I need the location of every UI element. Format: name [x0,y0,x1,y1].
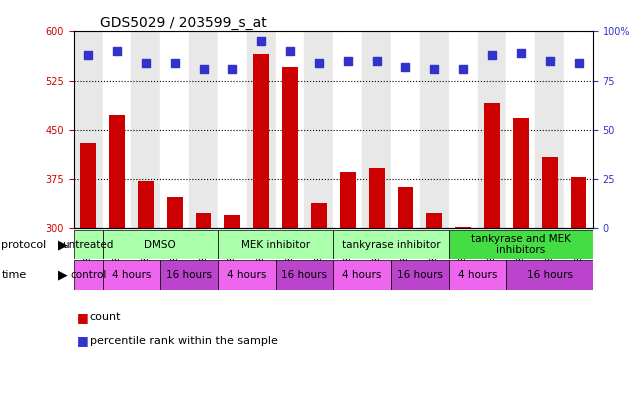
Bar [304,31,333,228]
Bar [513,118,529,228]
Bar [103,230,218,259]
Text: ■: ■ [77,334,88,347]
Bar [218,260,276,290]
Bar [478,31,506,228]
Bar [103,31,131,228]
Point [342,58,353,64]
Bar [224,215,240,228]
Bar [506,31,535,228]
Text: control: control [70,270,106,280]
Bar [247,31,276,228]
Bar [362,31,391,228]
Text: percentile rank within the sample: percentile rank within the sample [90,336,278,346]
Bar [333,31,362,228]
Bar [564,31,593,228]
Bar [282,68,298,228]
Bar [391,31,420,228]
Point [400,64,410,70]
Point [228,66,238,72]
Point [545,58,555,64]
Text: count: count [90,312,121,322]
Bar [80,143,96,228]
Bar [138,181,154,228]
Point [256,38,267,44]
Text: protocol: protocol [1,240,47,250]
Point [487,52,497,58]
Bar [131,31,160,228]
Bar [391,260,449,290]
Point [285,48,295,54]
Bar [253,54,269,228]
Point [140,60,151,66]
Bar [74,260,103,290]
Bar [311,203,327,228]
Bar [189,31,218,228]
Bar [218,230,333,259]
Bar [340,172,356,228]
Bar [449,230,593,259]
Bar [218,31,247,228]
Bar [74,230,103,259]
Text: 16 hours: 16 hours [527,270,572,280]
Bar [397,187,413,228]
Bar [420,31,449,228]
Bar [109,115,125,228]
Text: GDS5029 / 203599_s_at: GDS5029 / 203599_s_at [100,17,267,30]
Text: untreated: untreated [62,240,114,250]
Bar [103,260,160,290]
Point [169,60,179,66]
Text: time: time [1,270,26,280]
Bar [542,157,558,228]
Text: 16 hours: 16 hours [397,270,443,280]
Bar [276,31,304,228]
Text: tankyrase and MEK
inhibitors: tankyrase and MEK inhibitors [471,234,570,255]
Bar [160,260,218,290]
Bar [167,197,183,228]
Text: 4 hours: 4 hours [227,270,267,280]
Text: MEK inhibitor: MEK inhibitor [241,240,310,250]
Text: tankyrase inhibitor: tankyrase inhibitor [342,240,440,250]
Text: ■: ■ [77,310,88,324]
Text: DMSO: DMSO [144,240,176,250]
Bar [484,103,500,228]
Bar [276,260,333,290]
Point [574,60,584,66]
Bar [535,31,564,228]
Bar [426,213,442,228]
Bar [196,213,212,228]
Text: 4 hours: 4 hours [112,270,151,280]
Bar [160,31,189,228]
Bar [449,31,478,228]
Text: 4 hours: 4 hours [342,270,382,280]
Text: 4 hours: 4 hours [458,270,497,280]
Point [83,52,94,58]
Text: 16 hours: 16 hours [166,270,212,280]
Point [372,58,382,64]
Bar [333,230,449,259]
Bar [449,260,506,290]
Bar [369,168,385,228]
Point [199,66,209,72]
Text: ▶: ▶ [58,268,67,281]
Point [458,66,468,72]
Text: 16 hours: 16 hours [281,270,328,280]
Bar [74,31,103,228]
Point [112,48,122,54]
Bar [506,260,593,290]
Point [515,50,526,56]
Bar [570,177,587,228]
Bar [455,227,471,228]
Bar [333,260,391,290]
Point [314,60,324,66]
Text: ▶: ▶ [58,238,67,251]
Point [429,66,440,72]
